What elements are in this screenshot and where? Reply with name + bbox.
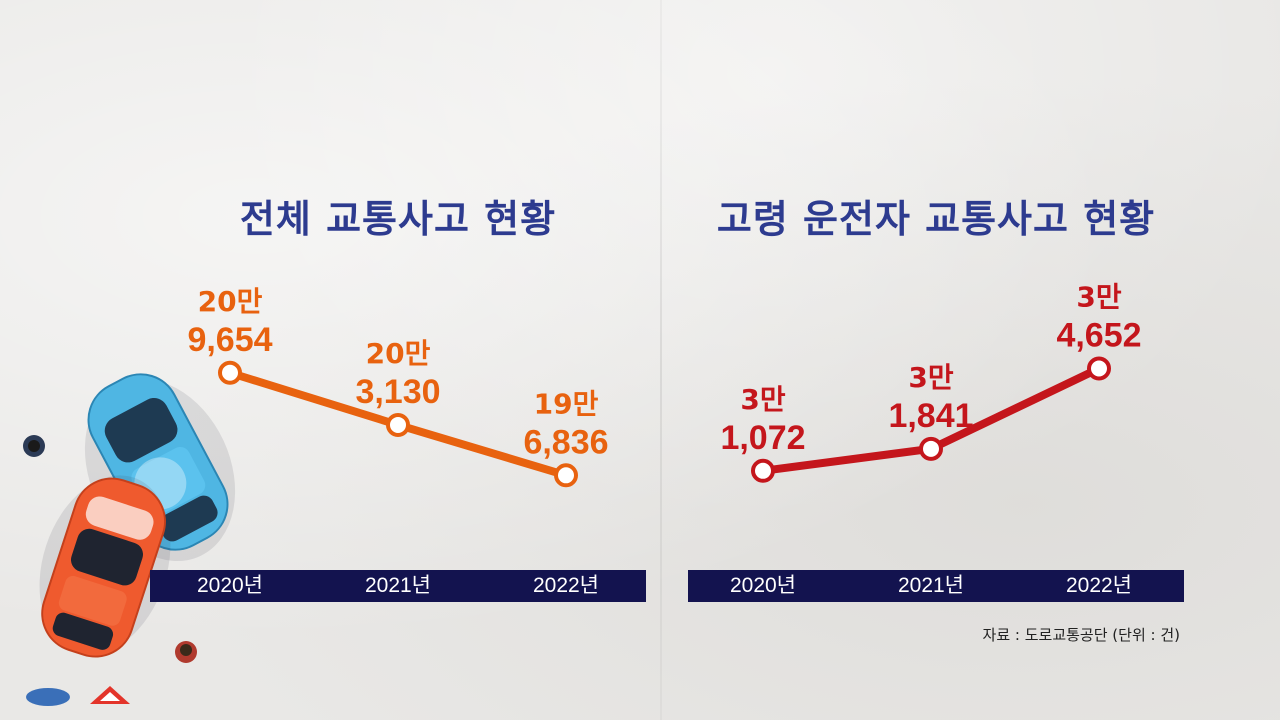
- left-data-label-top-2: 19만: [534, 387, 599, 420]
- right-year-label-2021: 2021년: [897, 574, 965, 597]
- left-data-label-bottom-0: 9,654: [187, 321, 272, 359]
- left-data-label-bottom-2: 6,836: [523, 423, 608, 461]
- left-year-label-2022: 2022년: [532, 574, 600, 597]
- right-data-label-bottom-0: 1,072: [720, 419, 805, 457]
- right-data-label-top-1: 3만: [908, 361, 953, 394]
- car-crash-illustration: [23, 373, 236, 706]
- left-chart-title: 전체 교통사고 현황: [239, 197, 557, 241]
- right-point-1: [919, 436, 943, 461]
- right-point-2: [1087, 356, 1111, 381]
- left-data-label-top-0: 20만: [198, 285, 263, 318]
- right-data-label-bottom-2: 4,652: [1056, 317, 1141, 355]
- left-year-label-2021: 2021년: [364, 574, 432, 597]
- left-point-1: [386, 412, 410, 437]
- left-point-2: [554, 463, 578, 488]
- left-point-0: [218, 360, 242, 385]
- source-note: 자료 : 도로교통공단 (단위 : 건): [982, 626, 1180, 644]
- left-year-axis: 2020년 2021년 2022년: [150, 570, 646, 602]
- right-data-label-bottom-1: 1,841: [888, 397, 973, 435]
- panel-divider: [660, 0, 662, 720]
- right-chart-title: 고령 운전자 교통사고 현황: [716, 197, 1156, 241]
- right-data-label-top-2: 3만: [1076, 281, 1121, 314]
- left-data-label-top-1: 20만: [366, 337, 431, 370]
- right-data-label-top-0: 3만: [740, 383, 785, 416]
- right-year-axis: 2020년 2021년 2022년: [688, 570, 1184, 602]
- left-data-label-bottom-1: 3,130: [355, 373, 440, 411]
- right-point-0: [751, 458, 775, 483]
- right-year-label-2022: 2022년: [1065, 574, 1133, 597]
- left-year-label-2020: 2020년: [196, 574, 264, 597]
- right-year-label-2020: 2020년: [729, 574, 797, 597]
